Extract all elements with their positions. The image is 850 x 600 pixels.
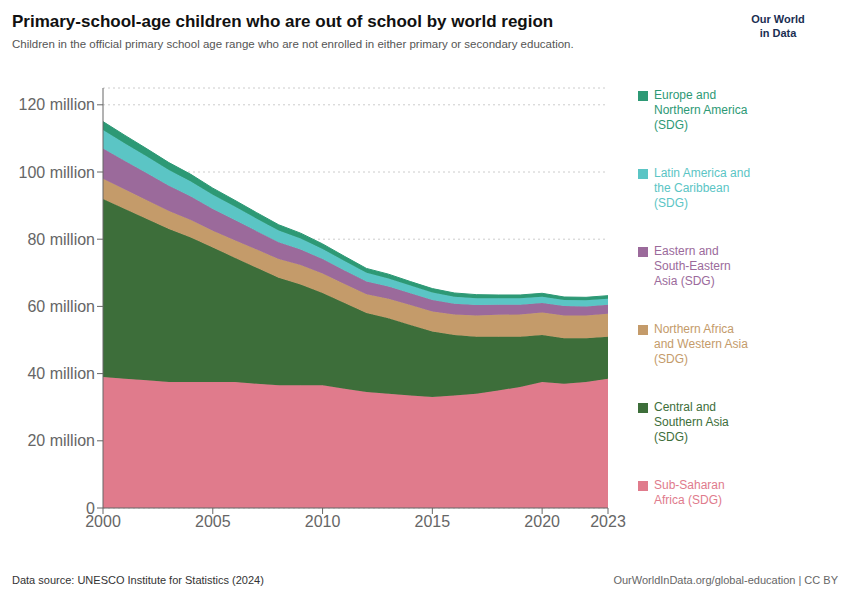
html-text:Data source: UNESCO Institute: Data source: UNESCO Institute for Statis… (12, 574, 264, 586)
svg-text:100 million: 100 million (19, 164, 95, 181)
html-text:Central and: Central and (654, 400, 716, 414)
html-text:and Western Asia: and Western Asia (654, 337, 748, 351)
html-text:Southern Asia: Southern Asia (654, 415, 729, 429)
html-text:Eastern and: Eastern and (654, 244, 719, 258)
html-text:Latin America and: Latin America and (654, 166, 751, 180)
html-text:Asia (SDG): Asia (SDG) (654, 274, 715, 288)
svg-text:0: 0 (86, 500, 95, 517)
html-text:(SDG): (SDG) (654, 430, 688, 444)
html-text:in Data: in Data (759, 27, 797, 39)
html-text:Northern Africa: Northern Africa (654, 322, 734, 336)
html-text:Our World: Our World (751, 13, 805, 25)
html-text:Children in the official prima: Children in the official primary school … (12, 38, 574, 50)
svg-text:2015: 2015 (415, 513, 451, 530)
svg-text:40 million: 40 million (27, 365, 95, 382)
svg-text:80 million: 80 million (27, 231, 95, 248)
html-text:(SDG): (SDG) (654, 352, 688, 366)
svg-text:120 million: 120 million (19, 96, 95, 113)
svg-text:2010: 2010 (305, 513, 341, 530)
svg-text:20 million: 20 million (27, 432, 95, 449)
html-text:(SDG): (SDG) (654, 118, 688, 132)
html-text:the Caribbean: the Caribbean (654, 181, 730, 195)
html-text:Sub-Saharan: Sub-Saharan (654, 478, 725, 492)
svg-text:60 million: 60 million (27, 298, 95, 315)
html-text:(SDG): (SDG) (654, 196, 688, 210)
html-text:OurWorldInData.org/global-educ: OurWorldInData.org/global-education | CC… (613, 574, 838, 586)
svg-text:2005: 2005 (195, 513, 231, 530)
html-text:Primary-school-age children wh: Primary-school-age children who are out … (12, 12, 554, 31)
html-text:Africa (SDG): Africa (SDG) (654, 493, 722, 507)
html-text:South-Eastern: South-Eastern (654, 259, 731, 273)
svg-text:2023: 2023 (590, 513, 626, 530)
svg-text:2020: 2020 (524, 513, 560, 530)
html-text:Northern America: Northern America (654, 103, 748, 117)
html-text:Europe and: Europe and (654, 88, 717, 102)
svg-text:2000: 2000 (85, 513, 121, 531)
